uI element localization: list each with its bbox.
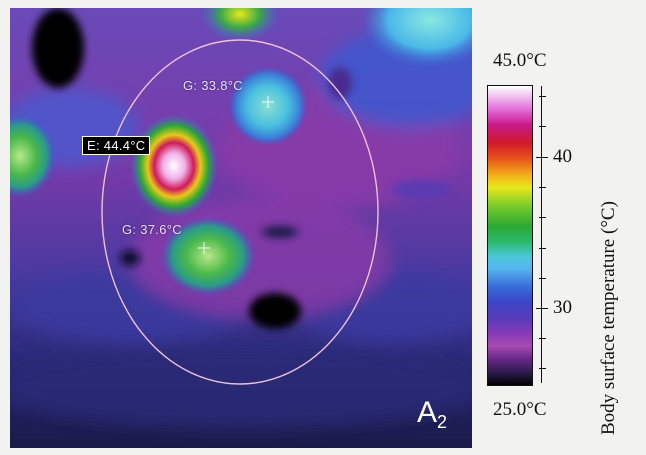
scale-tick	[539, 278, 546, 279]
marker-e-label: E: 44.4°C	[82, 136, 151, 155]
scale-min-label: 25.0°C	[493, 399, 547, 420]
marker-g2-label: G: 37.6°C	[122, 222, 182, 237]
scale-tick-label-30: 30	[553, 297, 572, 318]
roi-circle	[101, 39, 379, 385]
scale-tick	[539, 338, 546, 339]
scale-tick	[539, 187, 546, 188]
scale-tick-major	[536, 308, 548, 309]
scale-tick	[539, 368, 546, 369]
scale-tick-label-40: 40	[553, 146, 572, 167]
scale-axis-line	[541, 86, 542, 383]
scale-tick	[539, 217, 546, 218]
thermal-image: E: 44.4°C G: 33.8°C G: 37.6°C A2	[10, 8, 472, 448]
scale-tick	[539, 248, 546, 249]
scale-axis-title: Body surface temperature (°C)	[598, 201, 619, 435]
color-scale-bar	[487, 85, 533, 386]
marker-g1-label: G: 33.8°C	[183, 78, 243, 93]
scale-tick-major	[536, 157, 548, 158]
scale-tick	[539, 126, 546, 127]
scale-max-label: 45.0°C	[493, 50, 547, 71]
scale-tick	[539, 96, 546, 97]
thermal-image-graphic	[10, 8, 472, 448]
panel-label: A2	[417, 396, 448, 432]
